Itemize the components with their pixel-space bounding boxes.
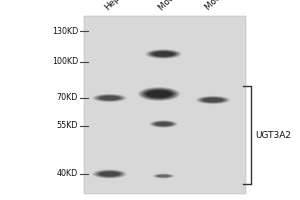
Ellipse shape: [153, 174, 174, 178]
Ellipse shape: [98, 95, 122, 101]
Ellipse shape: [92, 169, 127, 179]
Ellipse shape: [203, 98, 223, 102]
Text: UGT3A2: UGT3A2: [255, 130, 291, 140]
Text: Mouse kidney: Mouse kidney: [204, 0, 252, 12]
Ellipse shape: [155, 122, 172, 126]
Ellipse shape: [99, 172, 120, 176]
Ellipse shape: [140, 88, 178, 100]
Ellipse shape: [142, 89, 176, 99]
Ellipse shape: [146, 49, 182, 59]
Ellipse shape: [197, 96, 229, 104]
Ellipse shape: [152, 173, 175, 178]
Ellipse shape: [96, 95, 123, 101]
Ellipse shape: [138, 87, 180, 101]
Ellipse shape: [96, 171, 123, 177]
Ellipse shape: [154, 122, 173, 126]
Ellipse shape: [99, 96, 120, 100]
Text: 100KD: 100KD: [52, 58, 78, 66]
Ellipse shape: [94, 94, 125, 102]
Ellipse shape: [92, 94, 127, 102]
Ellipse shape: [196, 96, 230, 104]
Ellipse shape: [149, 120, 178, 128]
Ellipse shape: [151, 51, 176, 57]
Ellipse shape: [146, 90, 172, 98]
Text: 40KD: 40KD: [57, 170, 78, 178]
Text: 55KD: 55KD: [56, 121, 78, 130]
Text: Mouse brain: Mouse brain: [157, 0, 201, 12]
Ellipse shape: [199, 97, 227, 103]
Ellipse shape: [151, 121, 176, 127]
Ellipse shape: [98, 171, 122, 177]
Ellipse shape: [94, 170, 125, 178]
Text: 70KD: 70KD: [57, 94, 78, 102]
Ellipse shape: [152, 121, 175, 127]
Bar: [84, 16, 246, 194]
Text: HepG2: HepG2: [103, 0, 130, 12]
Ellipse shape: [144, 90, 174, 98]
Ellipse shape: [153, 52, 174, 56]
Ellipse shape: [201, 97, 225, 103]
Text: 130KD: 130KD: [52, 26, 78, 36]
Ellipse shape: [157, 175, 170, 177]
Ellipse shape: [154, 174, 172, 178]
Ellipse shape: [156, 174, 171, 178]
Ellipse shape: [149, 50, 178, 58]
Ellipse shape: [147, 50, 180, 58]
